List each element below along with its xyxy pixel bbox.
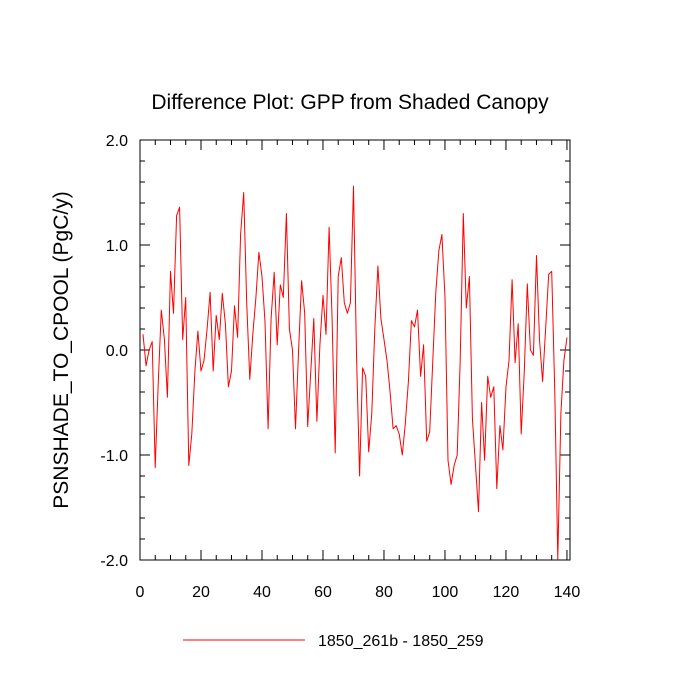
legend: 1850_261b - 1850_259 [183,633,484,650]
x-tick-label: 40 [253,584,271,601]
x-tick-label: 120 [493,584,520,601]
x-tick-label: 80 [375,584,393,601]
y-tick-label: 2.0 [106,133,128,150]
y-tick-label: 0.0 [106,343,128,360]
axis-ticks [139,139,570,561]
y-tick-label: -1.0 [100,448,128,465]
x-tick-label: 140 [554,584,581,601]
y-tick-label: -2.0 [100,553,128,570]
axis-tick-labels: 0 20 40 60 80 100 120 140 -2.0 -1.0 0.0 1.0 2.0 [100,133,580,601]
x-tick-label: 20 [192,584,210,601]
x-tick-label: 60 [314,584,332,601]
y-axis-label: PSNSHADE_TO_CPOOL (PgC/y) [50,191,73,508]
legend-label-1850-261b: 1850_261b - 1850_259 [318,633,484,650]
y-tick-label: 1.0 [106,238,128,255]
chart-title: Difference Plot: GPP from Shaded Canopy [151,91,549,114]
series-line [142,185,568,560]
series-group [142,185,568,560]
x-tick-label: 100 [432,584,459,601]
plot-frame [139,139,571,561]
x-tick-label: 0 [136,584,145,601]
